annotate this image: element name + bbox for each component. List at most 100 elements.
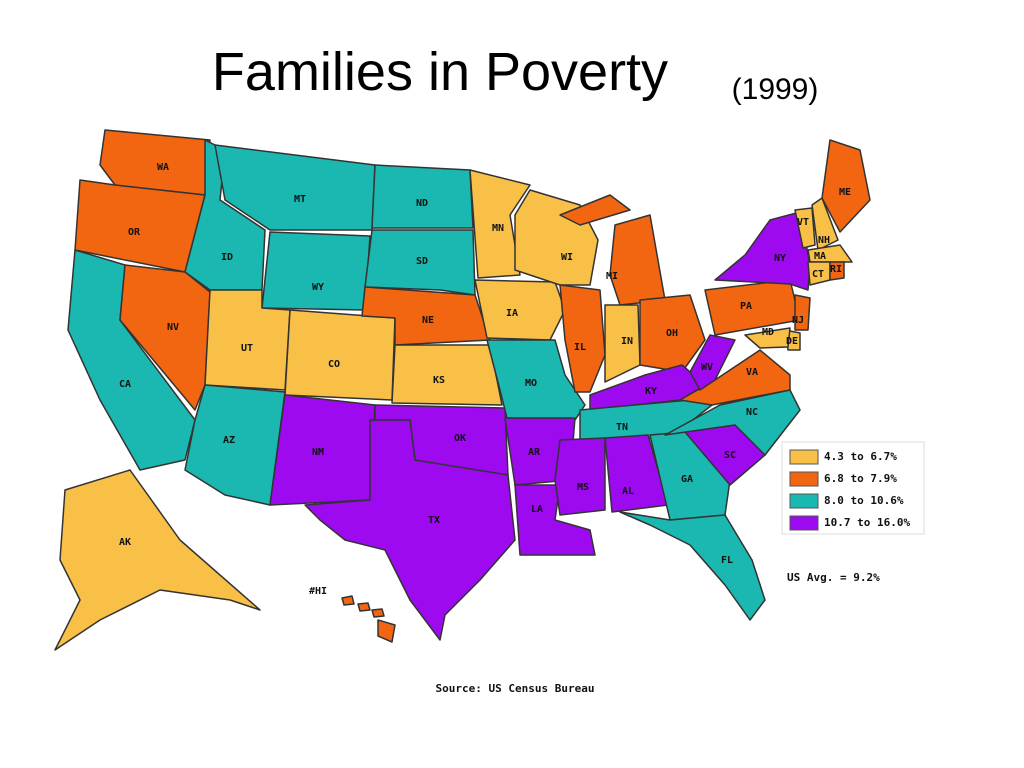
state-label: MN [492,223,504,234]
state-label: SD [416,256,428,267]
state-label: AR [528,447,541,458]
state-label: MI [606,271,618,282]
legend: 4.3 to 6.7% 6.8 to 7.9% 8.0 to 10.6% 10.7 t… [781,441,925,535]
state-label: VA [746,367,758,378]
state-label: CT [812,269,824,280]
state-label: MO [525,378,537,389]
state-shape [341,595,355,606]
state-label: NM [312,447,324,458]
state-label: UT [241,343,253,354]
state-label: WA [157,162,169,173]
state-label: PA [740,301,752,312]
legend-label: 10.7 to 16.0% [824,516,910,529]
state-label: IL [574,342,586,353]
state-shape [474,279,566,341]
state-shape [794,294,811,331]
state [811,197,839,251]
state-shape [261,231,371,311]
state [304,419,516,641]
state-label: NC [746,407,758,418]
state-shape [689,334,736,391]
legend-label: 4.3 to 6.7% [824,450,897,463]
state-label: FL [721,555,733,566]
state-shape [704,279,801,336]
title: Families in Poverty [212,42,668,102]
state-shape [184,384,286,506]
state-shape [391,344,503,406]
state-shape [364,229,476,296]
state [794,294,811,331]
state-shape [284,309,396,401]
state-label: MA [814,251,826,262]
state [807,244,853,263]
state [794,207,816,249]
state-label: MS [577,482,589,493]
state-label: KY [645,386,657,397]
state-shape [619,511,766,621]
state-label: AL [622,486,634,497]
state-shape [214,144,376,231]
state-label: OR [128,227,141,238]
state-label: OK [454,433,466,444]
state-label: RI [830,264,842,275]
state-label: WY [312,282,324,293]
state [664,389,801,456]
state-shape [794,207,816,249]
state-label: SC [724,450,736,461]
average-note: US Avg. = 9.2% [787,571,880,584]
state-shape [559,284,606,393]
state-label: MT [294,194,306,205]
state-shape [811,197,839,251]
state-label: NV [167,322,179,333]
legend-label: 8.0 to 10.6% [824,494,904,507]
state-label: CO [328,359,340,370]
state-label: NE [422,315,434,326]
state-label: WV [701,362,713,373]
state-shape [371,608,385,618]
state-label: #HI [309,586,327,597]
state-label: NJ [792,315,804,326]
state-shape [821,139,871,233]
state [714,211,811,291]
state-label: IA [506,308,518,319]
map: WA OR CA NV ID MT WY UT CO AZ NM ND SD NE KS OK TX MN IA MO… [54,129,871,651]
state-label: GA [681,474,693,485]
state-label: ND [416,198,428,209]
state [744,327,791,349]
state [341,595,396,643]
state-label: VT [797,217,809,228]
state [639,294,706,373]
state [559,284,606,393]
state [364,229,476,296]
state-label: WI [561,252,573,263]
state-label: ID [221,252,233,263]
state-label: OH [666,328,678,339]
state-label: AZ [223,435,235,446]
state [704,279,801,336]
state-shape [54,469,261,651]
state [184,384,286,506]
state-shape [807,244,853,263]
source: Source: US Census Bureau [436,682,595,695]
state-shape [639,294,706,373]
legend-swatch [789,515,819,531]
state-shape [377,619,396,643]
legend-swatch [789,471,819,487]
state-shape [304,419,516,641]
state [821,139,871,233]
state-shape [357,602,371,612]
legend-label: 6.8 to 7.9% [824,472,897,485]
state [214,144,376,231]
state-shape [559,194,631,226]
state-label: DE [786,336,798,347]
state-label: CA [119,379,131,390]
state-label: AK [119,537,131,548]
state [619,511,766,621]
state-label: TX [428,515,440,526]
state [54,469,261,651]
state [474,279,566,341]
state-label: TN [616,422,628,433]
state-shape [664,389,801,456]
